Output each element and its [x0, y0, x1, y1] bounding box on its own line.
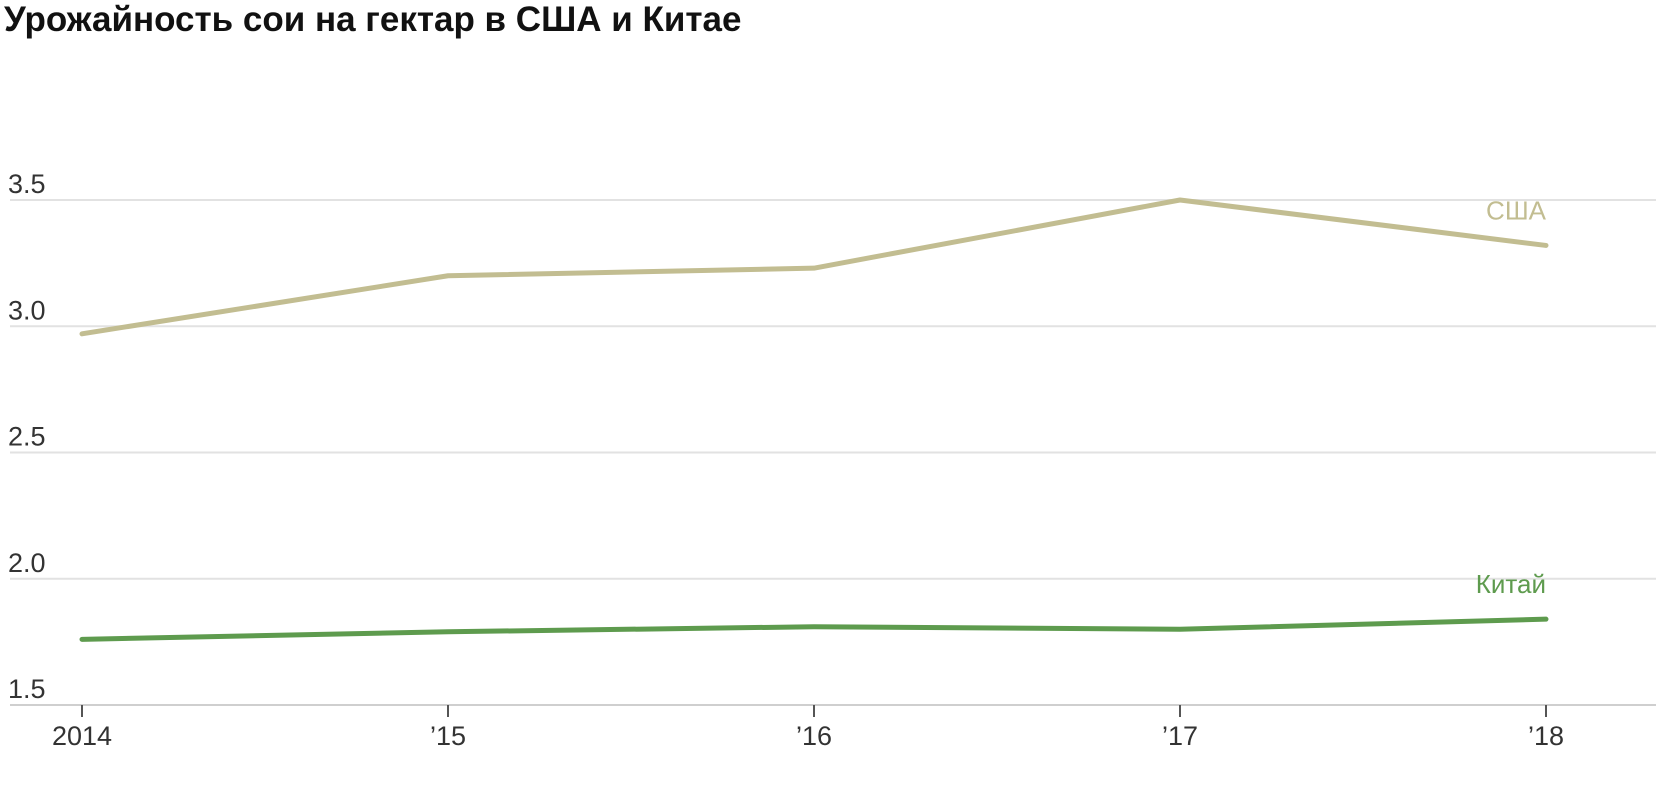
x-tick-label: ’15	[430, 721, 466, 751]
y-tick-label: 3.5	[8, 169, 46, 199]
series-labels: США Китай	[1476, 195, 1547, 599]
chart-title: Урожайность сои на гектар в США и Китае	[4, 0, 742, 39]
series-label: США	[1486, 195, 1547, 225]
y-tick-label: 2.5	[8, 422, 46, 452]
x-tick-label: 2014	[52, 721, 112, 751]
series-lines	[79, 197, 1549, 642]
x-tick-label: ’17	[1162, 721, 1198, 751]
x-tick-label: ’18	[1528, 721, 1564, 751]
x-tick-label: ’16	[796, 721, 832, 751]
grid-lines	[10, 199, 1656, 706]
y-tick-label: 3.0	[8, 295, 46, 325]
x-axis-tick-labels: 2014 ’15 ’16 ’17 ’18	[52, 705, 1564, 751]
y-tick-label: 1.5	[8, 674, 46, 704]
series-line-0	[79, 197, 1549, 337]
y-axis-tick-labels: 1.5 2.0 2.5 3.0 3.5	[8, 169, 46, 704]
series-label: Китай	[1476, 569, 1546, 599]
series-line-1	[79, 616, 1549, 642]
y-tick-label: 2.0	[8, 548, 46, 578]
